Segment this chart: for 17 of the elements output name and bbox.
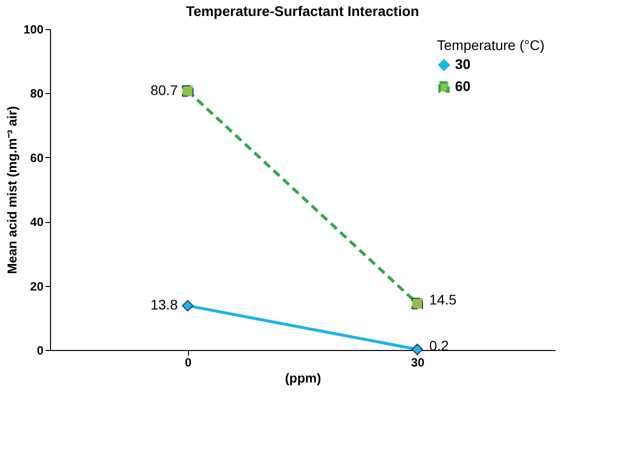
chart-title: Temperature-Surfactant Interaction — [186, 3, 420, 19]
legend-label: 60 — [455, 78, 471, 94]
data-label: 80.7 — [150, 82, 178, 98]
legend-label: 30 — [455, 56, 471, 72]
y-tick-label: 100 — [23, 22, 44, 36]
data-label: 13.8 — [150, 296, 178, 313]
y-tick-label: 80 — [30, 86, 44, 101]
y-axis-title: Mean acid mist (mg.m⁻³ air) — [4, 106, 20, 274]
point — [412, 344, 424, 356]
y-tick-label: 0 — [36, 344, 44, 358]
y-tick-label: 40 — [30, 215, 44, 230]
x-axis-title: (ppm) — [284, 370, 322, 386]
point — [182, 300, 194, 312]
y-tick-label: 60 — [30, 150, 44, 165]
legend-title: Temperature (°C) — [437, 37, 545, 53]
data-label: 14.5 — [429, 291, 457, 308]
y-tick-label: 20 — [30, 279, 44, 294]
